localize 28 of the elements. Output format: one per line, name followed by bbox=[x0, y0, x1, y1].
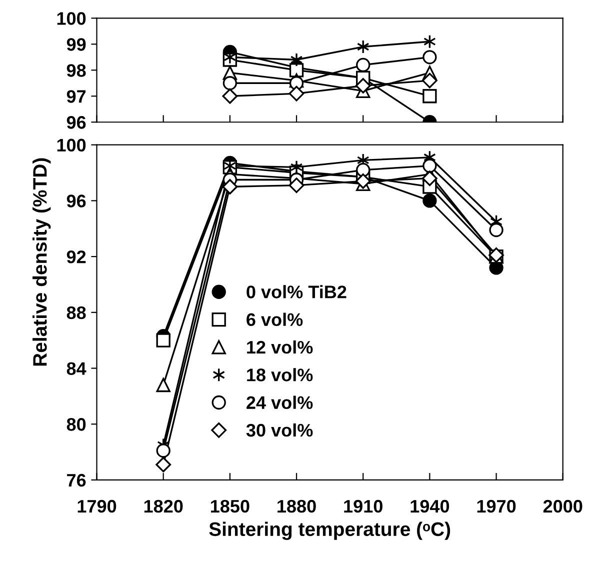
y-tick-label: 80 bbox=[66, 418, 86, 431]
x-axis-title: Sintering temperature (ᵒC) bbox=[209, 522, 450, 540]
y-tick-label: 96 bbox=[66, 116, 86, 129]
legend-label: 30 vol% bbox=[246, 423, 313, 437]
y-tick-label: 97 bbox=[66, 90, 86, 103]
y-tick-label: 88 bbox=[66, 306, 86, 320]
x-tick-label: 1790 bbox=[78, 500, 116, 513]
legend-label: 12 vol% bbox=[247, 340, 313, 354]
y-tick-label: 100 bbox=[57, 12, 86, 25]
x-tick-label: 1820 bbox=[144, 500, 183, 513]
legend-label: 0 vol% TiB2 bbox=[246, 285, 346, 298]
x-tick-label: 1880 bbox=[278, 500, 316, 513]
y-tick-label: 99 bbox=[66, 38, 86, 51]
y-tick-label: 100 bbox=[57, 138, 86, 152]
legend-label: 6 vol% bbox=[246, 312, 303, 326]
y-tick-label: 92 bbox=[66, 250, 86, 264]
x-tick-label: 1910 bbox=[344, 500, 382, 513]
x-tick-label: 1850 bbox=[210, 500, 250, 513]
legend-label: 18 vol% bbox=[247, 368, 313, 382]
y-axis-title: Relative density (%TD) bbox=[32, 158, 51, 366]
y-tick-label: 98 bbox=[66, 64, 86, 77]
y-tick-label: 76 bbox=[67, 474, 86, 487]
x-tick-label: 2000 bbox=[543, 500, 582, 513]
legend-label: 24 vol% bbox=[246, 396, 313, 410]
x-tick-label: 1940 bbox=[410, 500, 450, 513]
y-tick-label: 84 bbox=[66, 362, 86, 375]
x-tick-label: 1970 bbox=[477, 500, 516, 513]
y-tick-label: 96 bbox=[66, 194, 86, 208]
